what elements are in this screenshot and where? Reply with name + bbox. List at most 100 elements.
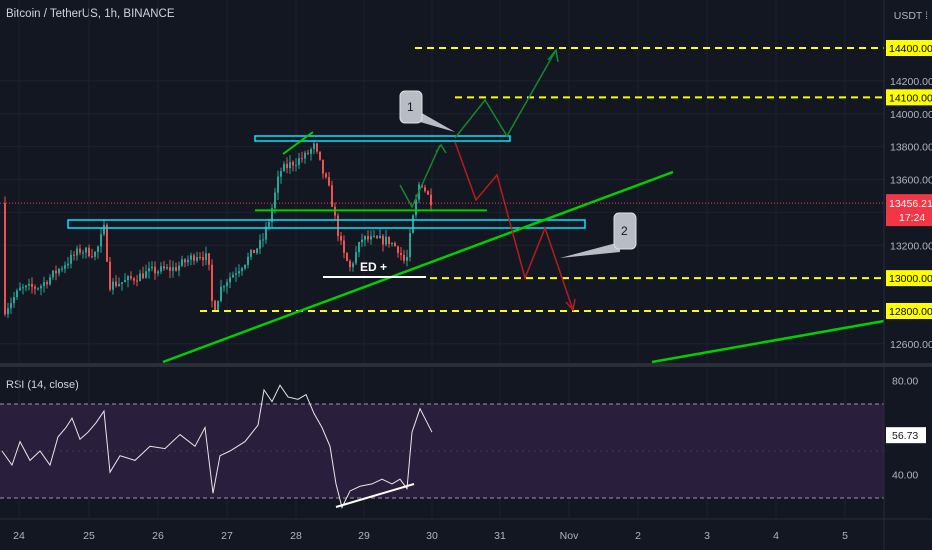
candle-body bbox=[157, 271, 159, 274]
candle-body bbox=[145, 271, 147, 279]
candle-body bbox=[82, 252, 84, 254]
candle-body bbox=[415, 199, 417, 216]
time-tick-label: Nov bbox=[560, 530, 579, 542]
candle-body bbox=[238, 271, 240, 274]
level-badge-label: 14400.00 bbox=[889, 43, 932, 55]
candle-body bbox=[280, 171, 282, 177]
candle-body bbox=[412, 215, 414, 234]
candle-body bbox=[298, 158, 300, 165]
candle-body bbox=[235, 273, 237, 275]
level-badge-label: 12800.00 bbox=[889, 306, 932, 318]
candle-body bbox=[244, 264, 246, 269]
candle-body bbox=[13, 297, 15, 304]
candle-body bbox=[49, 277, 51, 285]
rsi-title: RSI (14, close) bbox=[6, 379, 79, 391]
rsi-divergence-line bbox=[335, 483, 415, 508]
rsi-current-label: 56.73 bbox=[892, 430, 918, 442]
chart-title: Bitcoin / TetherUS, 1h, BINANCE bbox=[6, 8, 175, 20]
candle-body bbox=[112, 281, 114, 290]
time-tick-label: 5 bbox=[842, 530, 848, 542]
callout-2-pointer bbox=[560, 242, 620, 258]
candle-body bbox=[307, 152, 309, 154]
candle-body bbox=[292, 162, 294, 166]
resistance-zone bbox=[254, 135, 511, 142]
candle-body bbox=[46, 282, 48, 285]
candle-body bbox=[256, 248, 258, 254]
candle-body bbox=[127, 276, 129, 281]
candle-body bbox=[97, 246, 99, 252]
candle-body bbox=[259, 240, 261, 249]
bar-countdown-label: 17:24 bbox=[899, 212, 925, 224]
candle-body bbox=[211, 264, 213, 301]
candle-body bbox=[121, 282, 123, 284]
candle-body bbox=[4, 203, 6, 315]
candle-body bbox=[367, 236, 369, 240]
candles bbox=[4, 140, 432, 319]
candle-body bbox=[190, 255, 192, 260]
candle-body bbox=[25, 285, 27, 288]
price-tick-label: 14000.00 bbox=[890, 109, 932, 121]
candle-body bbox=[364, 236, 366, 240]
candle-body bbox=[241, 268, 243, 272]
candle-body bbox=[79, 248, 81, 253]
candle-body bbox=[181, 259, 183, 266]
candle-body bbox=[118, 283, 120, 286]
candle-body bbox=[406, 257, 408, 261]
candle-body bbox=[55, 270, 57, 274]
candle-body bbox=[430, 194, 432, 206]
candle-body bbox=[274, 192, 276, 209]
support-zone bbox=[67, 219, 586, 229]
callout-2-box bbox=[613, 212, 637, 250]
candle-body bbox=[22, 287, 24, 289]
level-badge-14400 bbox=[886, 40, 932, 56]
projection-up-small bbox=[399, 144, 441, 209]
price-tick-label: 13200.00 bbox=[890, 240, 932, 252]
projection-down bbox=[454, 141, 574, 311]
candle-body bbox=[229, 277, 231, 283]
candle-body bbox=[370, 236, 372, 240]
candle-body bbox=[400, 253, 402, 256]
callout-1-box bbox=[399, 90, 423, 124]
candle-body bbox=[109, 261, 111, 290]
candle-body bbox=[295, 164, 297, 166]
candle-body bbox=[286, 163, 288, 169]
candle-body bbox=[52, 270, 54, 278]
candle-body bbox=[40, 286, 42, 289]
currency-selector[interactable]: USDT ⁞ bbox=[894, 10, 928, 22]
current-price-badge bbox=[886, 194, 932, 227]
candle-body bbox=[148, 268, 150, 272]
level-badge-label: 14100.00 bbox=[889, 92, 932, 104]
time-tick-label: 4 bbox=[773, 530, 779, 542]
candle-body bbox=[85, 247, 87, 253]
projection-up-small-arrow bbox=[435, 143, 447, 154]
candle-body bbox=[169, 267, 171, 271]
time-tick-label: 30 bbox=[426, 530, 438, 542]
candle-body bbox=[178, 265, 180, 271]
candle-body bbox=[130, 276, 132, 279]
time-tick-label: 28 bbox=[290, 530, 302, 542]
candle-body bbox=[217, 300, 219, 312]
candle-body bbox=[322, 159, 324, 174]
candle-body bbox=[265, 226, 267, 240]
candle-body bbox=[16, 290, 18, 298]
rsi-band bbox=[0, 404, 884, 498]
candle-body bbox=[163, 266, 165, 269]
uptrend-line bbox=[162, 170, 674, 364]
candle-body bbox=[337, 215, 339, 237]
candle-body bbox=[349, 260, 351, 268]
candle-body bbox=[202, 257, 204, 261]
time-tick-label: 2 bbox=[635, 530, 641, 542]
candle-body bbox=[250, 249, 252, 257]
price-tick-label: 12600.00 bbox=[890, 339, 932, 351]
candle-body bbox=[100, 234, 102, 247]
candle-body bbox=[319, 151, 321, 160]
candle-body bbox=[232, 274, 234, 278]
rsi-current-badge bbox=[886, 427, 926, 444]
candle-body bbox=[31, 283, 33, 287]
candle-body bbox=[142, 273, 144, 279]
candle-body bbox=[253, 249, 255, 254]
candle-body bbox=[106, 224, 108, 262]
candle-body bbox=[64, 265, 66, 269]
candle-body bbox=[67, 263, 69, 266]
